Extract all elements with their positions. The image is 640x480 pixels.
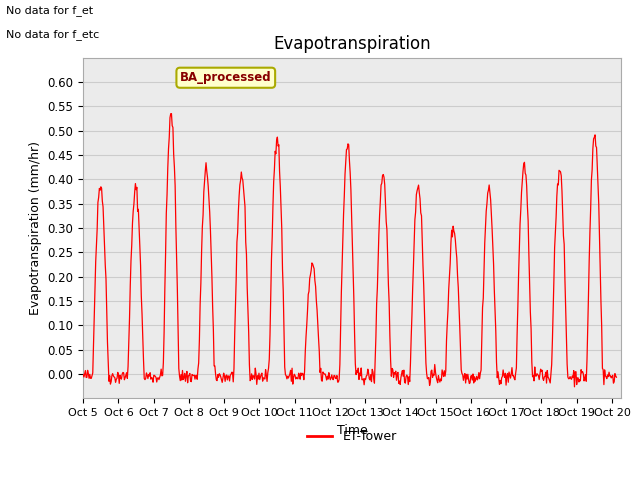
Text: No data for f_etc: No data for f_etc [6, 29, 100, 40]
Legend: ET-Tower: ET-Tower [302, 425, 402, 448]
Text: BA_processed: BA_processed [180, 71, 271, 84]
X-axis label: Time: Time [337, 424, 367, 437]
Text: No data for f_et: No data for f_et [6, 5, 93, 16]
Y-axis label: Evapotranspiration (mm/hr): Evapotranspiration (mm/hr) [29, 141, 42, 315]
Title: Evapotranspiration: Evapotranspiration [273, 35, 431, 53]
